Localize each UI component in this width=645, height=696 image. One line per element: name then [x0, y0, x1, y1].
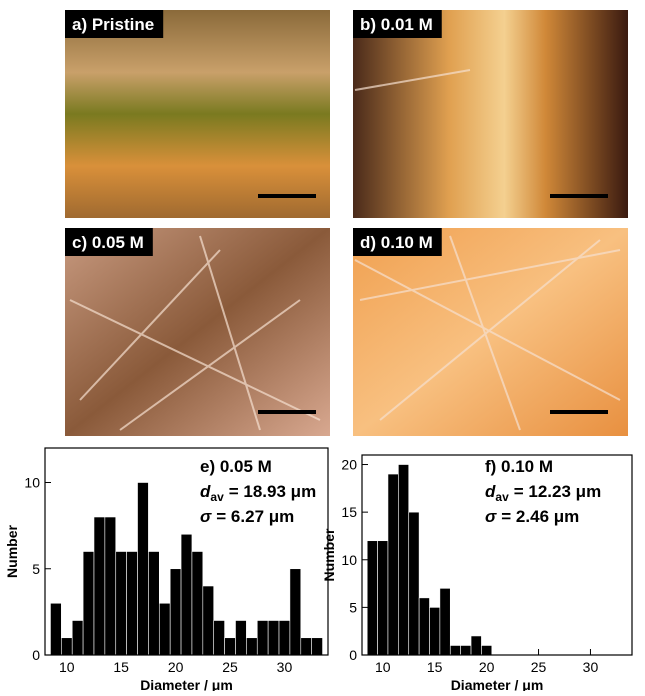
x-axis-label: Diameter / μm	[140, 677, 233, 691]
bar	[367, 541, 377, 655]
x-tick-label: 10	[375, 659, 391, 675]
bar	[290, 569, 301, 655]
bar	[138, 483, 149, 656]
photo	[65, 10, 330, 218]
annotation: e) 0.05 M	[200, 457, 272, 476]
bar	[461, 645, 471, 655]
stat-text: = 6.27 μm	[216, 507, 294, 526]
panel-label: d) 0.10 M	[360, 233, 433, 252]
y-tick-label: 0	[349, 647, 357, 663]
x-tick-label: 15	[427, 659, 443, 675]
stat: dav = 12.23 μm	[485, 482, 601, 504]
bar	[409, 512, 419, 655]
x-tick-label: 25	[222, 659, 238, 675]
x-tick-label: 15	[113, 659, 129, 675]
bar	[127, 552, 138, 656]
y-tick-label: 5	[349, 599, 357, 615]
bar	[170, 569, 181, 655]
panel-label: b) 0.01 M	[360, 15, 433, 34]
y-tick-label: 10	[341, 552, 357, 568]
x-tick-label: 20	[168, 659, 184, 675]
bar	[388, 474, 398, 655]
bar	[94, 517, 105, 655]
stat: dav = 18.93 μm	[200, 482, 316, 504]
stat-text: = 18.93 μm	[229, 482, 316, 501]
stat: σ= 2.46 μm	[485, 507, 579, 526]
stat-symbol: σ	[200, 507, 212, 526]
panel-label: c) 0.05 M	[72, 233, 144, 252]
x-axis-label: Diameter / μm	[451, 677, 544, 691]
panel-label: a) Pristine	[72, 15, 154, 34]
y-axis-label: Number	[321, 528, 337, 581]
y-tick-label: 10	[24, 475, 40, 491]
bar	[430, 607, 440, 655]
bar	[72, 621, 83, 656]
annotation: f) 0.10 M	[485, 457, 553, 476]
x-tick-label: 30	[583, 659, 599, 675]
x-tick-label: 25	[531, 659, 547, 675]
bar	[214, 621, 225, 656]
bar	[148, 552, 159, 656]
bar	[235, 621, 246, 656]
stat-subscript: av	[210, 490, 224, 504]
bar	[419, 598, 429, 655]
bar	[105, 517, 116, 655]
bar	[246, 638, 257, 655]
bar	[378, 541, 388, 655]
y-axis-label: Number	[4, 525, 20, 578]
bar	[450, 645, 460, 655]
stat-symbol: σ	[485, 507, 497, 526]
stat-symbol: d	[485, 482, 496, 501]
bar	[116, 552, 127, 656]
stat-symbol: d	[200, 482, 211, 501]
bar	[301, 638, 312, 655]
y-tick-label: 0	[32, 647, 40, 663]
bar	[50, 603, 61, 655]
bar	[203, 586, 214, 655]
y-tick-label: 5	[32, 561, 40, 577]
stat-subscript: av	[495, 490, 509, 504]
x-tick-label: 10	[59, 659, 75, 675]
photo	[353, 10, 628, 218]
bar	[471, 636, 481, 655]
bar	[268, 621, 279, 656]
bar	[83, 552, 94, 656]
stat: σ= 6.27 μm	[200, 507, 294, 526]
bar	[312, 638, 323, 655]
photos	[65, 10, 628, 436]
y-tick-label: 15	[341, 504, 357, 520]
x-tick-label: 30	[277, 659, 293, 675]
figure: a) Pristine b) 0.01 M c) 0.05 M d) 0.10 M 0 5…	[0, 0, 645, 691]
stat-text: = 12.23 μm	[514, 482, 601, 501]
bar	[159, 603, 170, 655]
stat-text: = 2.46 μm	[501, 507, 579, 526]
bar	[440, 588, 450, 655]
bar	[181, 534, 192, 655]
y-tick-label: 20	[341, 457, 357, 473]
bar	[398, 465, 408, 655]
bar	[257, 621, 268, 656]
bar	[192, 552, 203, 656]
x-tick-label: 20	[479, 659, 495, 675]
